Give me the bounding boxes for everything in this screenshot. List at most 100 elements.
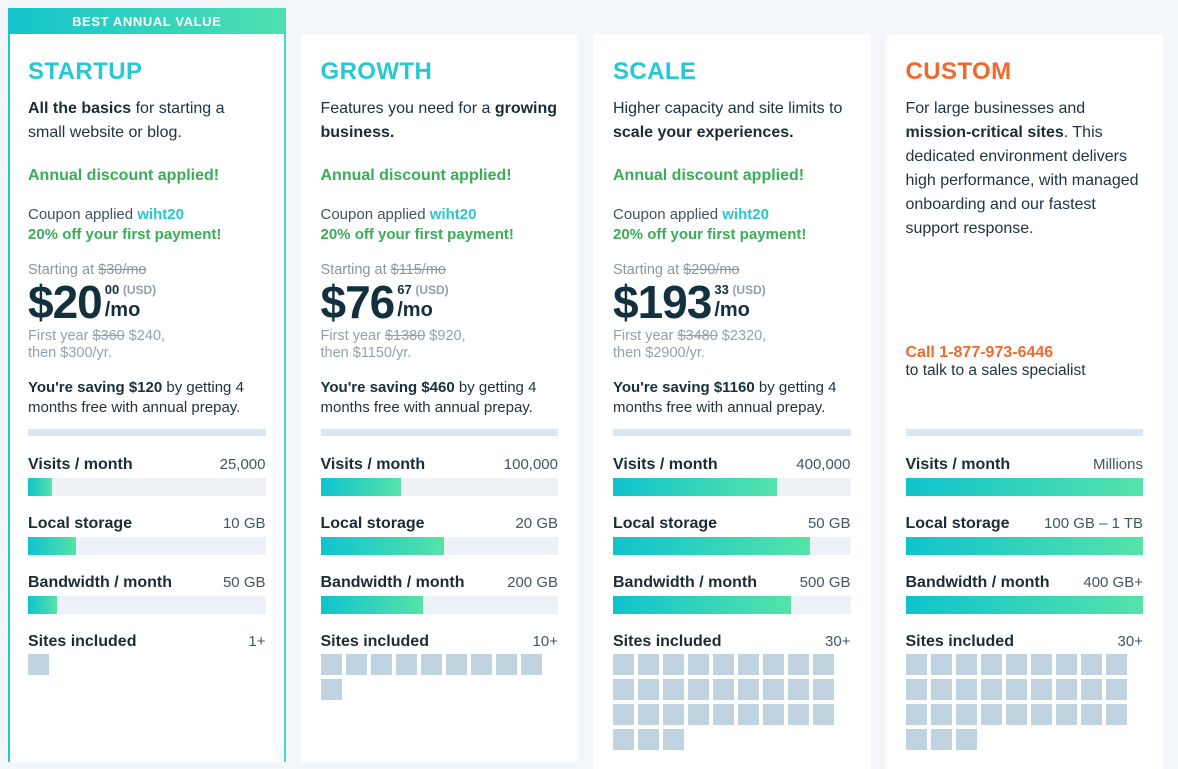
plan-title: CUSTOM <box>905 58 1012 85</box>
site-square <box>763 654 784 675</box>
saving-note: You're saving $1160 by getting 4 months … <box>613 379 837 416</box>
visits-bar-fill <box>28 478 52 496</box>
site-square <box>788 704 809 725</box>
site-square <box>1105 704 1127 725</box>
visits-bar <box>905 478 1143 496</box>
site-square <box>738 654 759 675</box>
coupon-code: wiht20 <box>722 206 769 223</box>
site-square <box>1080 654 1102 675</box>
stat-storage: Local storage 50 GB <box>613 515 851 555</box>
plan-description: Higher capacity and site limits to scale… <box>613 100 843 141</box>
price-period: /mo <box>397 299 433 321</box>
storage-bar <box>28 537 266 555</box>
site-square <box>663 679 684 700</box>
stat-value: 400 GB+ <box>1083 574 1143 591</box>
site-square <box>905 729 927 750</box>
first-year-old-price: $1380 <box>384 328 426 344</box>
visits-bar-fill <box>905 478 1143 496</box>
site-square <box>638 704 659 725</box>
site-square <box>495 654 517 675</box>
starting-price: Starting at $115/mo <box>320 262 446 278</box>
site-square <box>1005 704 1027 725</box>
stats: Visits / month 400,000 Local storage 50 GB… <box>613 436 851 750</box>
sites-squares <box>905 654 1131 750</box>
bandwidth-bar-fill <box>905 596 1143 614</box>
storage-bar-fill <box>28 537 76 555</box>
price-cents: 00 <box>104 282 120 297</box>
site-square <box>930 729 952 750</box>
site-square <box>1005 679 1027 700</box>
visits-bar <box>28 478 266 496</box>
stat-label: Bandwidth / month <box>320 574 465 591</box>
site-square <box>980 654 1002 675</box>
plan-top-section: GROWTH Features you need for a growing b… <box>321 58 559 429</box>
stat-value: 30+ <box>825 633 851 650</box>
site-square <box>1055 654 1077 675</box>
stat-value: 1+ <box>248 633 266 650</box>
storage-bar-fill <box>905 537 1143 555</box>
site-square <box>738 704 759 725</box>
site-square <box>813 654 834 675</box>
divider <box>320 429 558 436</box>
site-square <box>763 679 784 700</box>
price: $193 33 (USD) /mo <box>613 279 851 325</box>
sales-phone-link[interactable]: Call 1-877-973-6446 <box>905 344 1054 361</box>
stat-label: Bandwidth / month <box>613 574 757 591</box>
site-square <box>1080 679 1102 700</box>
plan-top-section: SCALE Higher capacity and site limits to… <box>613 58 851 429</box>
stat-value: 25,000 <box>219 456 266 473</box>
coupon-note: Coupon applied wiht20 20% off your first … <box>320 206 514 243</box>
bandwidth-bar-fill <box>320 596 423 614</box>
coupon-code: wiht20 <box>429 206 477 223</box>
site-square <box>930 654 952 675</box>
stat-value: 10 GB <box>222 515 266 532</box>
bandwidth-bar <box>28 596 266 614</box>
site-square <box>613 704 634 725</box>
visits-bar <box>320 478 558 496</box>
site-square <box>663 729 684 750</box>
price: $20 00 (USD) /mo <box>28 279 266 325</box>
site-square <box>613 729 634 750</box>
stat-visits: Visits / month 400,000 <box>613 456 851 496</box>
stat-bandwidth: Bandwidth / month 200 GB <box>320 574 558 614</box>
site-square <box>1055 679 1077 700</box>
stat-label: Sites included <box>320 633 429 650</box>
site-square <box>905 654 927 675</box>
site-square <box>1030 679 1052 700</box>
site-square <box>688 654 709 675</box>
site-square <box>1030 704 1052 725</box>
discount-note: Annual discount applied! <box>320 167 512 184</box>
plan-title: STARTUP <box>28 58 143 85</box>
plan-card-scale: SCALE Higher capacity and site limits to… <box>593 34 871 769</box>
coupon-code: wiht20 <box>137 206 184 223</box>
coupon-note: Coupon applied wiht20 20% off your first … <box>28 206 222 243</box>
divider <box>28 429 266 436</box>
price-currency: (USD) <box>732 283 766 297</box>
plan-card-startup: STARTUP All the basics for starting a sm… <box>8 34 286 762</box>
plan-card-custom: CUSTOM For large businesses and mission-… <box>885 34 1163 769</box>
site-square <box>688 704 709 725</box>
sites-squares <box>28 654 253 675</box>
stat-label: Visits / month <box>320 456 426 473</box>
stat-value: 400,000 <box>796 456 851 473</box>
price-amount: $76 <box>320 276 396 328</box>
site-square <box>955 704 977 725</box>
price-currency: (USD) <box>415 283 449 297</box>
sites-squares <box>320 654 546 700</box>
visits-bar-fill <box>613 478 777 496</box>
price-cents: 33 <box>714 282 729 297</box>
sales-call-subtext: to talk to a sales specialist <box>905 362 1086 379</box>
visits-bar-fill <box>320 478 402 496</box>
site-square <box>1005 654 1027 675</box>
first-year-price: First year $1380 $920, then $1150/yr. <box>320 328 466 361</box>
storage-bar <box>613 537 851 555</box>
discount-note: Annual discount applied! <box>613 167 805 184</box>
price: $76 67 (USD) /mo <box>321 279 559 325</box>
storage-bar-fill <box>320 537 444 555</box>
plan-column-scale: SCALE Higher capacity and site limits to… <box>593 8 871 769</box>
stats: Visits / month Millions Local storage 100 … <box>905 436 1143 750</box>
stat-visits: Visits / month 25,000 <box>28 456 266 496</box>
stat-sites: Sites included 30+ <box>905 633 1143 750</box>
price-amount: $20 <box>28 276 103 328</box>
